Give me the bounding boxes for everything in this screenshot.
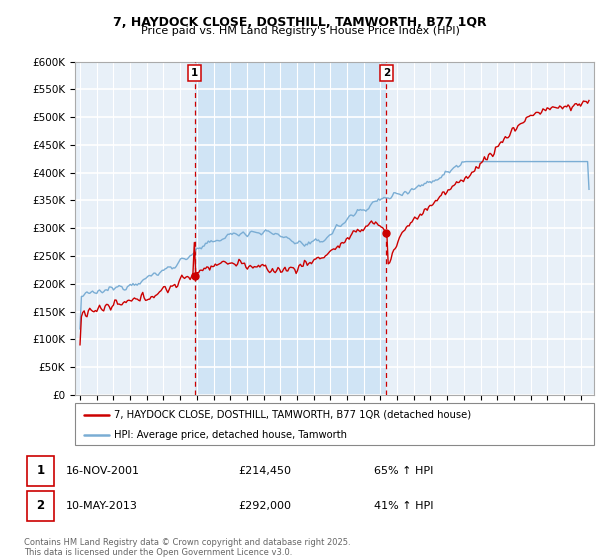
Text: 1: 1	[36, 464, 44, 477]
Text: 2: 2	[383, 68, 390, 78]
FancyBboxPatch shape	[27, 492, 54, 521]
Text: Contains HM Land Registry data © Crown copyright and database right 2025.
This d: Contains HM Land Registry data © Crown c…	[24, 538, 350, 557]
Text: 10-MAY-2013: 10-MAY-2013	[66, 501, 138, 511]
Text: 1: 1	[191, 68, 199, 78]
Text: 16-NOV-2001: 16-NOV-2001	[66, 466, 140, 476]
Text: 41% ↑ HPI: 41% ↑ HPI	[374, 501, 433, 511]
Text: 7, HAYDOCK CLOSE, DOSTHILL, TAMWORTH, B77 1QR (detached house): 7, HAYDOCK CLOSE, DOSTHILL, TAMWORTH, B7…	[114, 409, 471, 419]
Bar	[195, 62, 386, 395]
Text: 2: 2	[36, 500, 44, 512]
FancyBboxPatch shape	[75, 403, 594, 445]
Text: 7, HAYDOCK CLOSE, DOSTHILL, TAMWORTH, B77 1QR: 7, HAYDOCK CLOSE, DOSTHILL, TAMWORTH, B7…	[113, 16, 487, 29]
Text: £214,450: £214,450	[238, 466, 292, 476]
Text: 65% ↑ HPI: 65% ↑ HPI	[374, 466, 433, 476]
Text: HPI: Average price, detached house, Tamworth: HPI: Average price, detached house, Tamw…	[114, 430, 347, 440]
Text: £292,000: £292,000	[238, 501, 292, 511]
FancyBboxPatch shape	[27, 456, 54, 486]
Text: Price paid vs. HM Land Registry's House Price Index (HPI): Price paid vs. HM Land Registry's House …	[140, 26, 460, 36]
